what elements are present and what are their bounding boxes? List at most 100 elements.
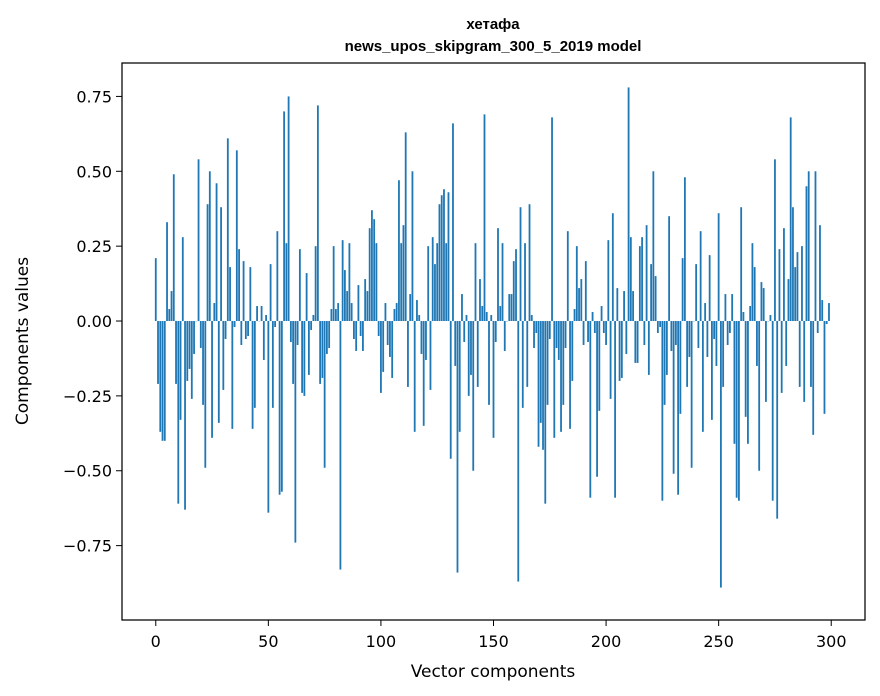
- bar: [422, 321, 425, 426]
- bar: [425, 321, 427, 360]
- bar: [193, 321, 195, 354]
- bar: [382, 321, 385, 372]
- bar: [526, 321, 529, 387]
- bar: [337, 303, 340, 322]
- bar: [440, 195, 443, 322]
- bar: [598, 321, 601, 411]
- bar: [222, 321, 225, 390]
- bar: [488, 321, 490, 405]
- bar: [537, 321, 540, 447]
- bar: [159, 321, 162, 432]
- bar: [303, 321, 306, 396]
- bar: [202, 321, 204, 405]
- bar: [686, 321, 689, 387]
- bar: [674, 321, 677, 345]
- bar: [668, 216, 671, 322]
- bar: [560, 321, 562, 432]
- bar: [298, 249, 301, 322]
- bar-series: [154, 87, 830, 588]
- bar: [452, 123, 454, 322]
- bar: [722, 321, 725, 387]
- bar: [638, 246, 641, 322]
- bar: [551, 117, 553, 322]
- bar: [681, 258, 684, 322]
- bar: [792, 207, 794, 322]
- bar: [416, 300, 418, 322]
- bar: [656, 321, 659, 333]
- bar: [803, 321, 806, 402]
- bar: [605, 321, 607, 345]
- bar: [271, 321, 274, 408]
- bar: [724, 294, 727, 322]
- bar: [269, 264, 272, 322]
- bar: [204, 321, 207, 468]
- bar: [364, 279, 367, 322]
- bar: [591, 312, 594, 322]
- bar: [373, 219, 376, 322]
- bar: [564, 321, 567, 348]
- bar: [807, 171, 810, 322]
- bar: [812, 321, 815, 435]
- bar: [229, 267, 231, 322]
- bar: [172, 174, 175, 322]
- bar: [787, 279, 790, 322]
- bar: [816, 321, 819, 333]
- bar: [580, 279, 583, 322]
- bar: [501, 243, 504, 322]
- bar: [731, 294, 734, 322]
- bar: [391, 321, 394, 378]
- bar: [233, 321, 236, 328]
- bar: [524, 243, 526, 322]
- bar: [332, 246, 335, 322]
- bar: [447, 192, 450, 322]
- x-tick-label: 300: [816, 632, 847, 651]
- bar: [801, 246, 803, 322]
- bar: [708, 255, 711, 322]
- bar: [625, 321, 628, 354]
- y-tick-label: 0.00: [76, 312, 112, 331]
- bar: [443, 189, 445, 322]
- bar: [357, 285, 360, 322]
- bar: [544, 321, 547, 504]
- bar: [557, 321, 560, 360]
- bar: [652, 171, 655, 322]
- bar: [395, 303, 398, 322]
- bar: [242, 261, 245, 322]
- bar: [445, 243, 448, 322]
- bar: [823, 321, 826, 414]
- bar: [758, 321, 761, 471]
- bar: [323, 321, 326, 468]
- bar: [600, 306, 603, 322]
- y-axis-label: Components values: [13, 257, 33, 425]
- y-tick-label: −0.25: [63, 387, 112, 406]
- bar: [456, 321, 459, 573]
- bar: [616, 288, 619, 322]
- bar: [449, 321, 452, 459]
- bar: [720, 321, 722, 588]
- bar: [738, 321, 740, 501]
- x-tick-label: 50: [258, 632, 278, 651]
- bar: [427, 246, 430, 322]
- bar: [375, 243, 378, 322]
- y-tick-label: 0.25: [76, 237, 112, 256]
- bar: [688, 321, 691, 357]
- bar: [458, 321, 461, 432]
- bar: [380, 321, 382, 393]
- bar: [429, 321, 432, 390]
- bar: [828, 303, 830, 322]
- x-tick-label: 0: [151, 632, 161, 651]
- bar: [316, 105, 319, 322]
- bar: [805, 186, 808, 322]
- bar: [627, 87, 630, 322]
- bar: [305, 273, 308, 322]
- bar: [418, 315, 421, 322]
- bar: [587, 321, 589, 342]
- bar: [431, 237, 434, 322]
- bar: [647, 321, 650, 375]
- bar: [319, 321, 322, 384]
- bar: [494, 321, 497, 342]
- bar: [274, 321, 276, 328]
- bar: [553, 321, 556, 438]
- bar: [785, 321, 788, 366]
